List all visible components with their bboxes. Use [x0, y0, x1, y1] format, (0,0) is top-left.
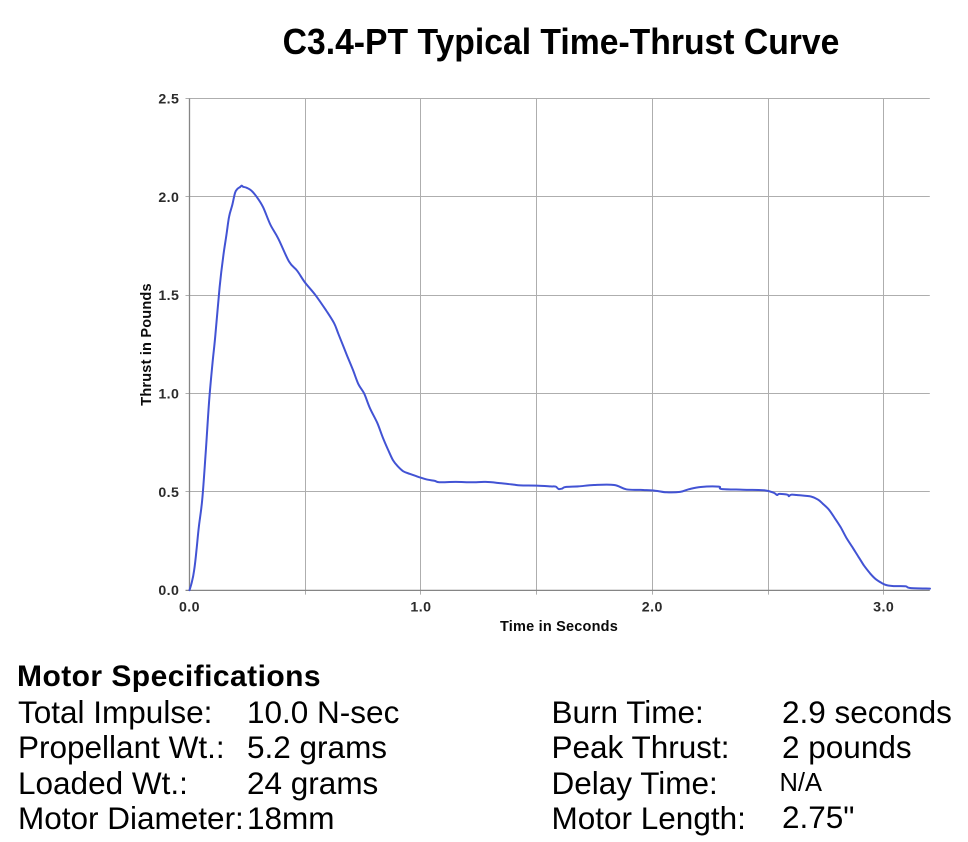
svg-text:1.0: 1.0: [410, 600, 431, 616]
svg-text:1.5: 1.5: [158, 288, 179, 304]
svg-text:0.0: 0.0: [179, 600, 200, 616]
svg-text:2.0: 2.0: [158, 190, 179, 206]
svg-text:0.5: 0.5: [158, 485, 179, 501]
svg-text:2.5: 2.5: [158, 92, 179, 108]
svg-text:Thrust in Pounds: Thrust in Pounds: [139, 283, 155, 405]
svg-text:Time in Seconds: Time in Seconds: [500, 619, 618, 635]
svg-text:3.0: 3.0: [873, 600, 894, 616]
svg-text:0.0: 0.0: [158, 583, 179, 599]
svg-text:2.0: 2.0: [642, 600, 663, 616]
svg-text:1.0: 1.0: [158, 387, 179, 403]
